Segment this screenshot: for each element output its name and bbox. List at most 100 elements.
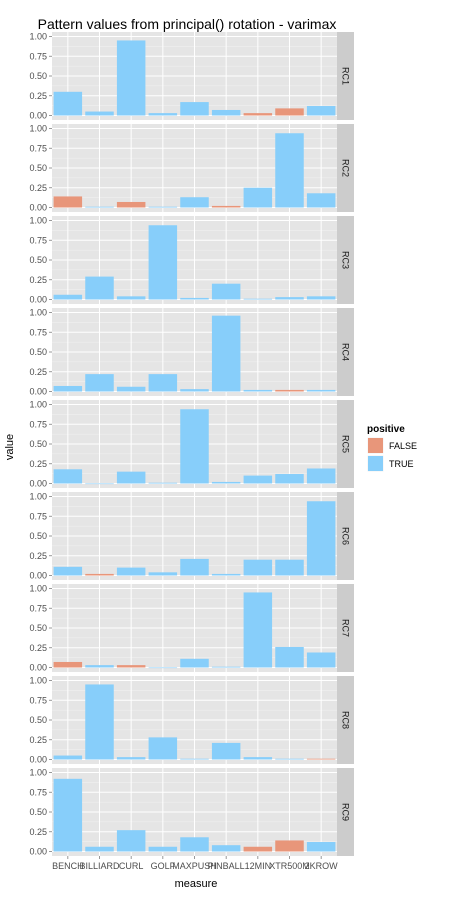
bar-rc9-bench <box>53 778 83 852</box>
bar-rc2-xtr500m <box>275 133 304 208</box>
bar-rc8-xtr500m <box>275 758 304 760</box>
facet-panel-rc4: 0.00 0.25 0.50 0.75 1.00 RC4 <box>29 308 354 397</box>
y-tick-label: 0.50 <box>29 531 47 541</box>
bar-rc8-bench <box>53 755 83 760</box>
y-tick-label: 1.00 <box>29 308 47 318</box>
bar-rc8-maxpush <box>180 758 209 760</box>
y-axis-title: value <box>4 434 16 460</box>
bar-rc9-2krow <box>306 842 336 852</box>
bar-rc6-12min <box>243 559 273 576</box>
x-tick-label: PINBALL <box>208 861 245 871</box>
bar-rc4-golf <box>148 374 178 392</box>
facet-panel-rc9: 0.00 0.25 0.50 0.75 1.00 RC9 <box>29 768 354 857</box>
facet-panel-rc6: 0.00 0.25 0.50 0.75 1.00 RC6 <box>29 492 354 581</box>
y-tick-label: 1.00 <box>29 124 47 134</box>
bar-rc4-maxpush <box>180 389 209 392</box>
y-tick-label: 0.50 <box>29 163 47 173</box>
x-tick-label: BILLIARD <box>79 861 120 871</box>
y-tick-label: 0.00 <box>29 755 47 765</box>
bar-rc6-bench <box>53 566 83 576</box>
y-tick-label: 0.25 <box>29 643 47 653</box>
bar-rc7-billiard <box>85 665 114 668</box>
y-tick-label: 0.00 <box>29 663 47 673</box>
x-tick-label: MAXPUSH <box>172 861 217 871</box>
legend-key-true <box>368 456 383 471</box>
bar-rc5-pinball <box>211 481 241 484</box>
y-tick-label: 1.00 <box>29 400 47 410</box>
facet-strip-label: RC4 <box>341 343 351 361</box>
facet-strip <box>337 124 354 212</box>
bar-rc3-pinball <box>211 283 241 300</box>
bar-rc3-2krow <box>306 296 336 300</box>
y-tick-label: 1.00 <box>29 768 47 778</box>
legend: positive FALSE TRUE <box>366 424 417 473</box>
bar-rc8-pinball <box>211 742 241 760</box>
bar-rc1-curl <box>116 40 146 116</box>
bar-rc5-bench <box>53 469 83 484</box>
bar-rc7-maxpush <box>180 658 209 668</box>
y-tick-label: 0.25 <box>29 91 47 101</box>
facet-strip <box>337 768 354 856</box>
y-tick-label: 0.50 <box>29 623 47 633</box>
y-tick-label: 0.25 <box>29 551 47 561</box>
x-tick-label: 2KROW <box>305 861 339 871</box>
facet-strip-label: RC6 <box>341 527 351 545</box>
facet-strip <box>337 492 354 580</box>
facet-panel-rc2: 0.00 0.25 0.50 0.75 1.00 RC2 <box>29 124 354 213</box>
bar-rc6-2krow <box>306 501 336 576</box>
bar-rc9-billiard <box>85 846 114 852</box>
bar-rc7-golf <box>148 667 178 669</box>
y-tick-label: 0.25 <box>29 735 47 745</box>
y-tick-label: 0.25 <box>29 459 47 469</box>
bar-rc9-pinball <box>211 845 241 852</box>
legend-title: positive <box>367 424 405 435</box>
facet-panels: 0.00 0.25 0.50 0.75 1.00 RC1 0.00 0.25 0.50 0.75 1… <box>29 32 354 857</box>
bar-rc9-maxpush <box>180 837 209 852</box>
bar-rc7-curl <box>116 665 146 668</box>
y-tick-label: 0.50 <box>29 71 47 81</box>
y-tick-label: 0.50 <box>29 255 47 265</box>
y-tick-label: 0.25 <box>29 183 47 193</box>
y-tick-label: 0.75 <box>29 235 47 245</box>
x-tick-label: XTR500M <box>269 861 310 871</box>
facet-strip <box>337 676 354 764</box>
facet-panel-rc1: 0.00 0.25 0.50 0.75 1.00 RC1 <box>29 32 354 121</box>
bar-rc7-12min <box>243 592 273 668</box>
bar-rc6-billiard <box>85 573 114 576</box>
x-tick-label: 12MIN <box>245 861 272 871</box>
bar-rc1-maxpush <box>180 102 209 116</box>
bar-rc4-2krow <box>306 389 336 392</box>
y-tick-label: 0.00 <box>29 203 47 213</box>
bar-rc5-curl <box>116 471 146 484</box>
facet-strip <box>337 216 354 304</box>
y-tick-label: 0.75 <box>29 695 47 705</box>
y-tick-label: 0.25 <box>29 827 47 837</box>
bar-rc2-maxpush <box>180 197 209 208</box>
bar-rc6-golf <box>148 572 178 576</box>
bar-rc3-bench <box>53 294 83 300</box>
bar-rc9-golf <box>148 846 178 852</box>
facet-strip <box>337 400 354 488</box>
bar-rc4-bench <box>53 385 83 392</box>
facet-strip-label: RC3 <box>341 251 351 269</box>
y-tick-label: 0.75 <box>29 511 47 521</box>
bar-rc7-pinball <box>211 666 241 668</box>
y-tick-label: 0.00 <box>29 387 47 397</box>
facet-strip-label: RC2 <box>341 159 351 177</box>
facet-strip <box>337 32 354 120</box>
y-tick-label: 0.00 <box>29 111 47 121</box>
x-tick-label: BENCH <box>52 861 84 871</box>
bar-rc7-2krow <box>306 652 336 668</box>
bar-rc1-12min <box>243 113 273 116</box>
bar-rc5-maxpush <box>180 409 209 484</box>
y-tick-label: 0.25 <box>29 367 47 377</box>
facet-strip-label: RC8 <box>341 711 351 729</box>
legend-label-true: TRUE <box>389 459 414 469</box>
bar-rc1-billiard <box>85 111 114 116</box>
y-tick-label: 0.50 <box>29 439 47 449</box>
y-tick-label: 1.00 <box>29 584 47 594</box>
bar-rc8-billiard <box>85 684 114 760</box>
bar-rc8-2krow <box>306 758 336 760</box>
legend-label-false: FALSE <box>389 441 417 451</box>
bar-rc2-curl <box>116 201 146 208</box>
